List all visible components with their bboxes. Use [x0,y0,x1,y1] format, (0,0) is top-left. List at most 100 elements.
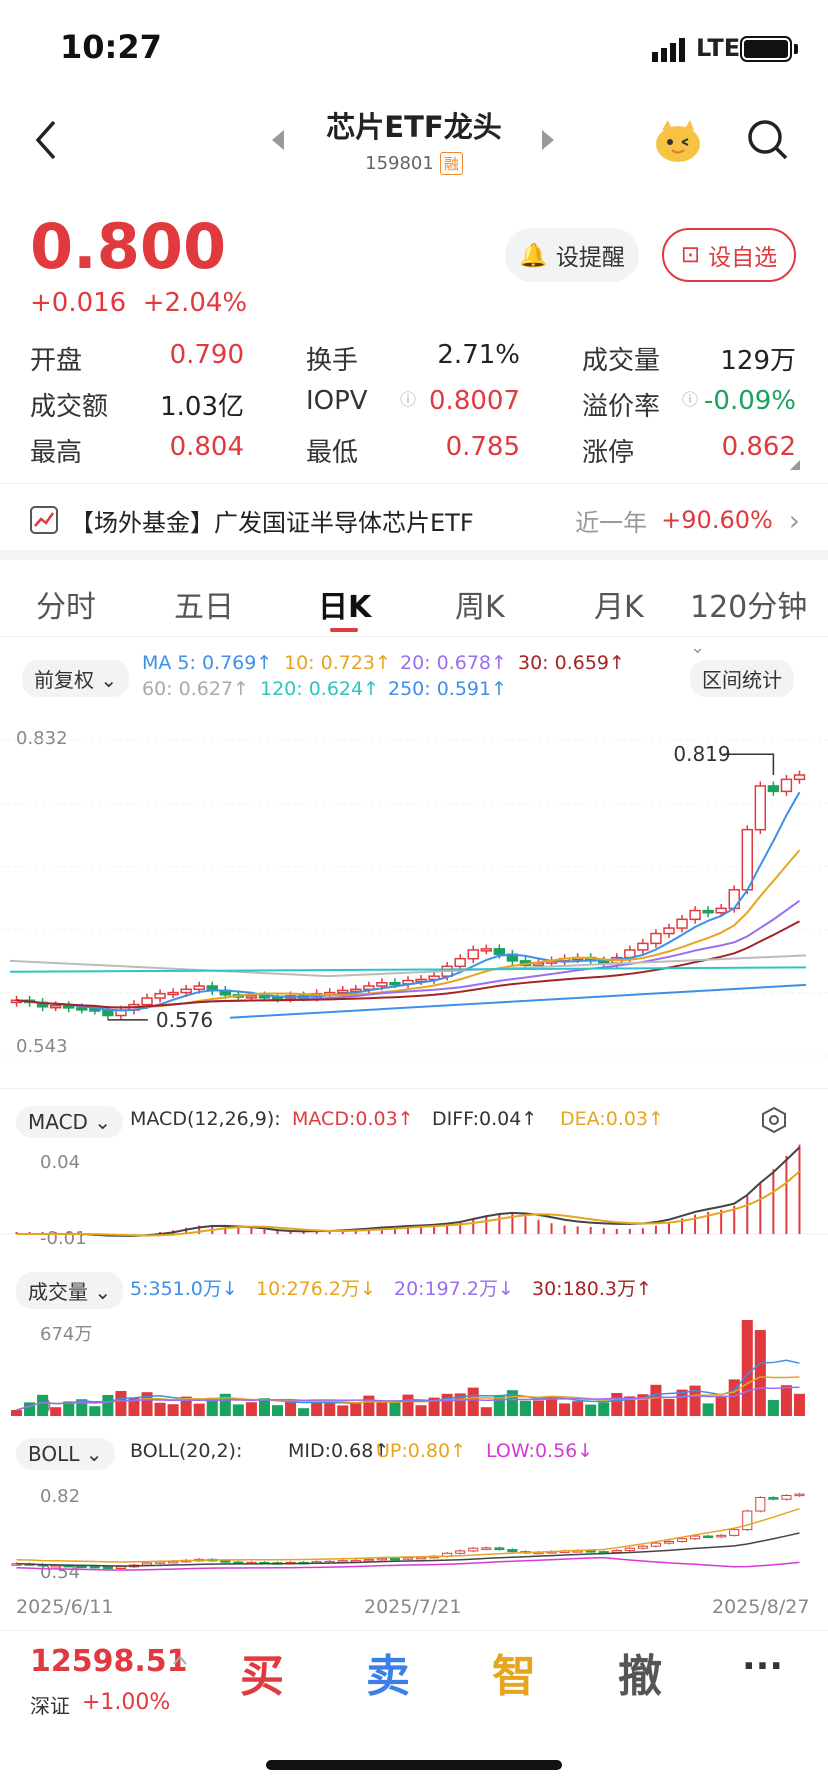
quote-value: 1.03亿 [160,392,244,422]
tab-daily[interactable]: 日K [318,590,372,625]
settings-icon[interactable] [760,1106,788,1134]
volume-bar [350,1403,362,1416]
add-watchlist-button[interactable]: ⊡ 设自选 [662,228,796,282]
volume-bar [650,1384,662,1416]
macd-dropdown[interactable]: MACD ⌄ [16,1106,124,1138]
date-mid: 2025/7/21 [364,1596,462,1618]
tab-intraday[interactable]: 分时 [36,590,96,625]
margin-badge: 融 [439,152,463,175]
candle [141,997,153,1006]
boll-candle [690,1535,701,1540]
candle [793,774,806,781]
current-price: 0.800 [30,210,227,283]
quote-label: 最高 [30,438,83,468]
watchlist-icon: ⊡ [680,242,701,268]
volume-bar [506,1390,518,1416]
smart-button[interactable]: 智 [492,1651,536,1702]
volume-bar [363,1395,375,1416]
quote-label: IOPV [306,386,368,416]
dea-line [16,1170,801,1237]
candle [350,988,362,993]
info-icon[interactable]: ⓘ [682,390,699,409]
home-indicator [266,1760,562,1770]
vol20-label: 20:197.2万↓ [394,1278,514,1300]
back-icon[interactable] [34,120,58,160]
macd-chart[interactable] [0,1144,828,1256]
tab-5day[interactable]: 五日 [174,590,234,625]
ma60-label: 60: 0.627↑ [142,678,249,700]
range-stats-button[interactable]: 区间统计 [690,660,794,697]
tab-weekly[interactable]: 周K [455,590,505,625]
expand-corner-icon[interactable] [790,460,800,470]
vol-ma20-line [16,1386,800,1411]
volume-bar [389,1402,401,1416]
volume-bar [219,1393,231,1416]
ma5-label: MA 5: 0.769↑ [142,652,273,674]
volume-chart[interactable] [0,1310,828,1420]
boll-dropdown[interactable]: BOLL ⌄ [16,1438,115,1470]
ma20-label: 20: 0.678↑ [400,652,507,674]
quote-label: 换手 [306,346,359,376]
set-alert-button[interactable]: 🔔 设提醒 [505,228,639,282]
search-icon[interactable] [746,118,790,162]
tab-120min[interactable]: 120分钟 ⌄ [690,590,808,658]
boll-up: UP:0.80↑ [376,1440,466,1462]
boll-candle [794,1493,805,1497]
ma120-label: 120: 0.624↑ [260,678,380,700]
buy-button[interactable]: 买 [240,1651,284,1702]
mascot-icon[interactable] [652,116,704,164]
candle [715,907,727,914]
volume-bar [467,1387,479,1416]
boll-candle [637,1545,648,1549]
volume-bar [102,1395,114,1416]
boll-candle [141,1562,153,1566]
candle [245,995,258,999]
ma250-line [229,983,807,1019]
boll-candle [115,1566,126,1569]
index-change: +1.00% [82,1690,171,1715]
volume-bar [24,1402,36,1416]
candle [467,949,479,960]
chevron-up-icon[interactable] [172,1654,188,1666]
volume-bar [245,1402,257,1416]
cancel-order-button[interactable]: 撤 [618,1651,662,1702]
volume-dropdown[interactable]: 成交量 ⌄ [16,1272,124,1309]
candle [193,985,205,991]
volume-bar [559,1403,571,1416]
quote-value: 0.790 [169,340,244,370]
volume-bar [611,1393,623,1416]
volume-bar [154,1402,166,1416]
volume-bar [428,1397,440,1416]
adjust-dropdown[interactable]: 前复权 ⌄ [22,660,130,697]
candle [780,778,793,793]
volume-bar [767,1400,779,1416]
tab-monthly[interactable]: 月K [594,590,644,625]
volume-bar [585,1404,597,1416]
volume-bar [519,1400,531,1416]
volume-bar [689,1385,701,1416]
boll-candle [507,1549,518,1553]
candle [49,1004,62,1009]
volume-bar [285,1399,297,1416]
boll-top: 0.82 [40,1486,81,1507]
ma60-line [9,954,807,978]
boll-candle [89,1565,100,1569]
boll-chart[interactable] [0,1476,828,1586]
volume-bar [415,1405,427,1416]
volume-bar [89,1406,101,1416]
boll-candle [624,1547,635,1552]
prev-stock-icon[interactable] [270,128,286,152]
volume-bar [167,1404,179,1416]
boll-candle [703,1535,714,1539]
next-stock-icon[interactable] [540,128,556,152]
more-button[interactable]: ··· [742,1646,784,1687]
fund-link[interactable]: 【场外基金】广发国证半导体芯片ETF 近一年 +90.60% › [30,495,800,545]
kline-chart[interactable]: 0.819 0.576 [0,706,828,1076]
boll-candle [716,1534,727,1538]
candle [102,1009,114,1017]
boll-candle [663,1540,675,1544]
sell-button[interactable]: 卖 [366,1651,410,1702]
info-icon[interactable]: ⓘ [400,390,417,409]
index-value[interactable]: 12598.51 [30,1644,188,1679]
volume-bar [441,1393,453,1416]
